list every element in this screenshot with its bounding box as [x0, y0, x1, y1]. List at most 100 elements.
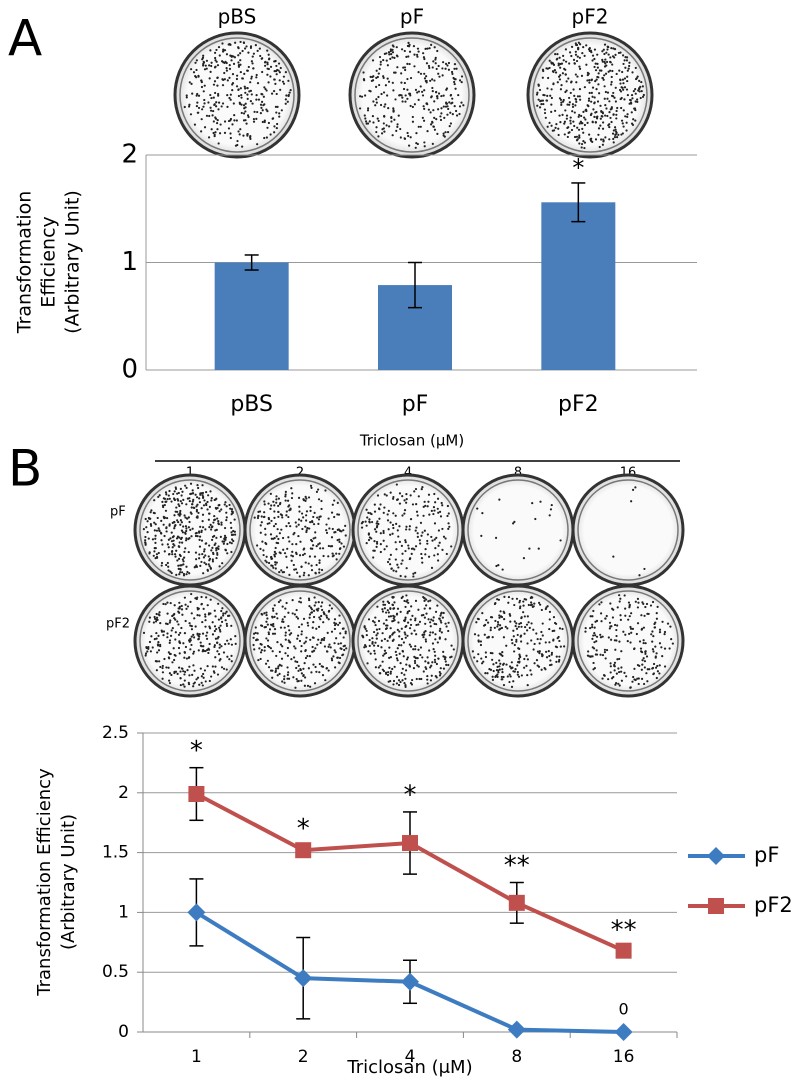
colony — [423, 105, 425, 107]
colony — [395, 523, 397, 525]
colony — [367, 122, 369, 124]
colony — [217, 119, 219, 121]
colony — [165, 510, 167, 512]
colony — [185, 539, 187, 541]
colony — [570, 122, 572, 124]
colony — [475, 621, 477, 623]
colony — [273, 510, 275, 512]
colony — [261, 613, 263, 615]
colony — [295, 543, 297, 545]
plate — [353, 475, 463, 585]
colony — [251, 62, 253, 64]
colony — [400, 611, 402, 613]
colony — [284, 552, 286, 554]
colony — [663, 633, 665, 635]
marker — [188, 786, 204, 802]
colony — [154, 542, 156, 544]
colony — [422, 94, 424, 96]
colony — [179, 607, 181, 609]
colony — [202, 572, 204, 574]
colony — [296, 616, 298, 618]
colony — [581, 146, 583, 148]
colony — [618, 594, 620, 596]
colony — [535, 632, 537, 634]
colony — [273, 504, 275, 506]
colony — [319, 618, 321, 620]
colony — [154, 538, 156, 540]
colony — [633, 647, 635, 649]
colony — [230, 638, 232, 640]
colony — [383, 506, 385, 508]
colony — [570, 55, 572, 57]
colony — [570, 116, 572, 118]
colony — [215, 101, 217, 103]
colony — [647, 668, 649, 670]
colony — [572, 106, 574, 108]
colony — [615, 629, 617, 631]
colony — [236, 75, 238, 77]
colony — [156, 619, 158, 621]
colony — [449, 656, 451, 658]
colony — [623, 98, 625, 100]
colony — [430, 618, 432, 620]
colony — [474, 633, 476, 635]
colony — [157, 643, 159, 645]
x-tick-label: pF2 — [558, 392, 599, 417]
colony — [624, 594, 626, 596]
colony — [203, 650, 205, 652]
colony — [278, 116, 280, 118]
colony — [233, 63, 235, 65]
colony — [401, 97, 403, 99]
colony — [172, 543, 174, 545]
colony — [334, 649, 336, 651]
colony — [309, 555, 311, 557]
colony — [268, 68, 270, 70]
colony — [643, 627, 645, 629]
colony — [644, 651, 646, 653]
colony — [442, 61, 444, 63]
colony — [420, 522, 422, 524]
colony — [513, 604, 515, 606]
colony — [285, 71, 287, 73]
colony — [553, 630, 555, 632]
colony — [508, 681, 510, 683]
colony — [309, 613, 311, 615]
colony — [374, 616, 376, 618]
colony — [390, 615, 392, 617]
colony — [397, 621, 399, 623]
colony — [246, 70, 248, 72]
colony — [586, 79, 588, 81]
colony — [266, 556, 268, 558]
colony — [372, 641, 374, 643]
colony — [229, 55, 231, 57]
colony — [203, 562, 205, 564]
colony — [232, 540, 234, 542]
colony — [361, 635, 363, 637]
colony — [236, 119, 238, 121]
colony — [209, 565, 211, 567]
colony — [503, 663, 505, 665]
colony — [516, 664, 518, 666]
colony — [423, 631, 425, 633]
colony — [213, 535, 215, 537]
colony — [277, 528, 279, 530]
colony — [581, 128, 583, 130]
colony — [387, 561, 389, 563]
colony — [622, 631, 624, 633]
colony — [158, 660, 160, 662]
colony — [536, 105, 538, 107]
colony — [301, 623, 303, 625]
colony — [438, 76, 440, 78]
colony — [252, 55, 254, 57]
colony — [622, 54, 624, 56]
colony — [170, 500, 172, 502]
colony — [404, 606, 406, 608]
colony — [451, 102, 453, 104]
colony — [378, 120, 380, 122]
colony — [173, 647, 175, 649]
colony — [362, 71, 364, 73]
colony — [431, 78, 433, 80]
colony — [241, 146, 243, 148]
colony — [619, 614, 621, 616]
colony — [275, 547, 277, 549]
